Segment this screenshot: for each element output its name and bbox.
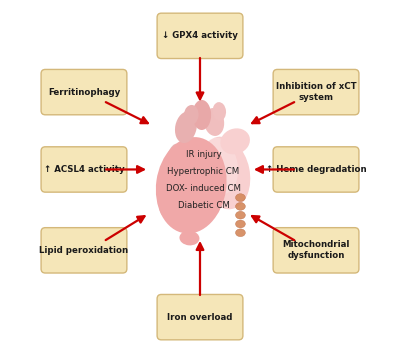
Ellipse shape xyxy=(236,194,245,202)
Text: ↑ ACSL4 activity: ↑ ACSL4 activity xyxy=(44,165,124,174)
FancyBboxPatch shape xyxy=(41,228,127,273)
FancyBboxPatch shape xyxy=(41,70,127,115)
FancyBboxPatch shape xyxy=(273,70,359,115)
Text: Mitochondrial
dysfunction: Mitochondrial dysfunction xyxy=(282,240,350,261)
Ellipse shape xyxy=(220,128,250,154)
Text: Diabetic CM: Diabetic CM xyxy=(178,201,230,210)
Ellipse shape xyxy=(158,144,182,216)
FancyBboxPatch shape xyxy=(157,294,243,340)
Ellipse shape xyxy=(156,137,226,233)
Ellipse shape xyxy=(192,100,211,130)
Ellipse shape xyxy=(236,203,245,210)
Ellipse shape xyxy=(236,211,245,219)
Ellipse shape xyxy=(175,112,197,143)
Text: Ferritinophagy: Ferritinophagy xyxy=(48,88,120,97)
Text: Inhibition of xCT
system: Inhibition of xCT system xyxy=(276,82,356,102)
Text: ↑ Heme degradation: ↑ Heme degradation xyxy=(266,165,366,174)
Ellipse shape xyxy=(204,108,224,136)
Text: Iron overload: Iron overload xyxy=(167,313,233,322)
Text: ↓ GPX4 activity: ↓ GPX4 activity xyxy=(162,31,238,40)
Ellipse shape xyxy=(180,231,200,245)
Ellipse shape xyxy=(213,102,226,121)
Ellipse shape xyxy=(184,105,198,125)
FancyBboxPatch shape xyxy=(157,13,243,59)
Text: DOX- induced CM: DOX- induced CM xyxy=(166,184,241,193)
FancyBboxPatch shape xyxy=(273,228,359,273)
Ellipse shape xyxy=(200,138,238,194)
Text: Hypertrophic CM: Hypertrophic CM xyxy=(167,167,240,176)
Ellipse shape xyxy=(236,220,245,228)
Ellipse shape xyxy=(236,229,245,237)
FancyBboxPatch shape xyxy=(273,147,359,192)
Ellipse shape xyxy=(199,137,250,209)
Text: Lipid peroxidation: Lipid peroxidation xyxy=(40,246,128,255)
FancyBboxPatch shape xyxy=(41,147,127,192)
Text: IR injury: IR injury xyxy=(186,150,221,159)
